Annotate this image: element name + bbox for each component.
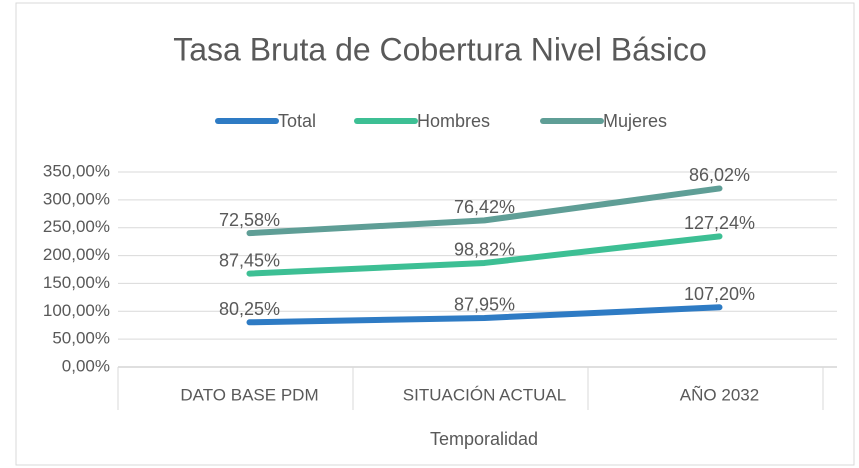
legend-label: Total xyxy=(278,111,316,131)
data-label: 107,20% xyxy=(684,284,755,304)
y-tick-label: 100,00% xyxy=(43,301,110,320)
y-tick-label: 300,00% xyxy=(43,189,110,208)
x-tick-label: AÑO 2032 xyxy=(680,385,759,404)
y-tick-label: 150,00% xyxy=(43,273,110,292)
data-label: 98,82% xyxy=(454,240,515,260)
data-label: 72,58% xyxy=(219,210,280,230)
data-label: 80,25% xyxy=(219,299,280,319)
data-label: 87,45% xyxy=(219,250,280,270)
series-line xyxy=(246,233,723,277)
legend-label: Hombres xyxy=(417,111,490,131)
data-label: 127,24% xyxy=(684,213,755,233)
chart-title: Tasa Bruta de Cobertura Nivel Básico xyxy=(173,31,707,67)
data-label: 76,42% xyxy=(454,197,515,217)
legend-label: Mujeres xyxy=(603,111,667,131)
data-label: 87,95% xyxy=(454,295,515,315)
x-tick-label: DATO BASE PDM xyxy=(180,385,318,404)
x-axis-label: Temporalidad xyxy=(430,429,538,449)
y-tick-label: 350,00% xyxy=(43,161,110,180)
series-line xyxy=(246,304,723,326)
y-tick-label: 50,00% xyxy=(52,329,110,348)
y-tick-label: 0,00% xyxy=(62,356,110,375)
x-tick-label: SITUACIÓN ACTUAL xyxy=(403,385,566,404)
data-label: 86,02% xyxy=(689,165,750,185)
y-tick-label: 250,00% xyxy=(43,217,110,236)
series-line xyxy=(246,185,723,237)
y-tick-label: 200,00% xyxy=(43,245,110,264)
